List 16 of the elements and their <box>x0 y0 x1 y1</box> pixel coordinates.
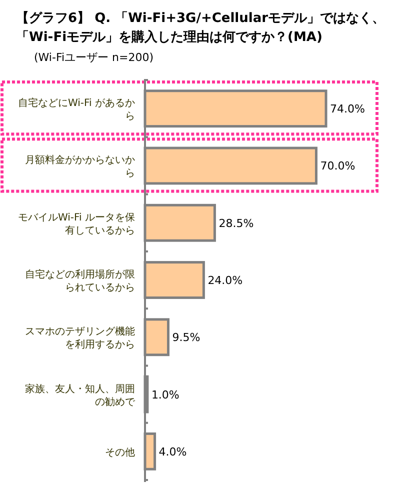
data-label: 9.5% <box>172 331 200 344</box>
data-label: 4.0% <box>158 445 187 458</box>
y-tick-label: スマホのテザリング機能を利用するから <box>25 326 135 351</box>
data-label: 24.0% <box>208 274 243 287</box>
data-label: 74.0% <box>330 102 365 116</box>
y-tick-label: その他 <box>105 446 135 458</box>
y-tick-label: 自宅などの利用場所が限られているから <box>25 268 135 294</box>
chart-subtitle: (Wi-Fiユーザー n=200) <box>34 51 154 64</box>
data-label: 28.5% <box>218 216 254 230</box>
y-tick-label: モバイルWi-Fi ルータを保有しているから <box>18 212 135 236</box>
data-label: 70.0% <box>320 160 356 173</box>
chart-title: 【グラフ6】 Q. 「Wi-Fi+3G/+Cellularモデル」ではなく、「Wi-Fiモデル」を購入した理由は何ですか？(MA) <box>16 10 386 45</box>
y-tick-label: 家族、友人・知人、周囲の勧めで <box>25 382 136 408</box>
y-tick-label: 月額料金がかからないから <box>25 154 135 180</box>
data-label: 1.0% <box>151 388 180 402</box>
y-tick-label: 自宅などにWi-Fi があるから <box>18 97 135 122</box>
